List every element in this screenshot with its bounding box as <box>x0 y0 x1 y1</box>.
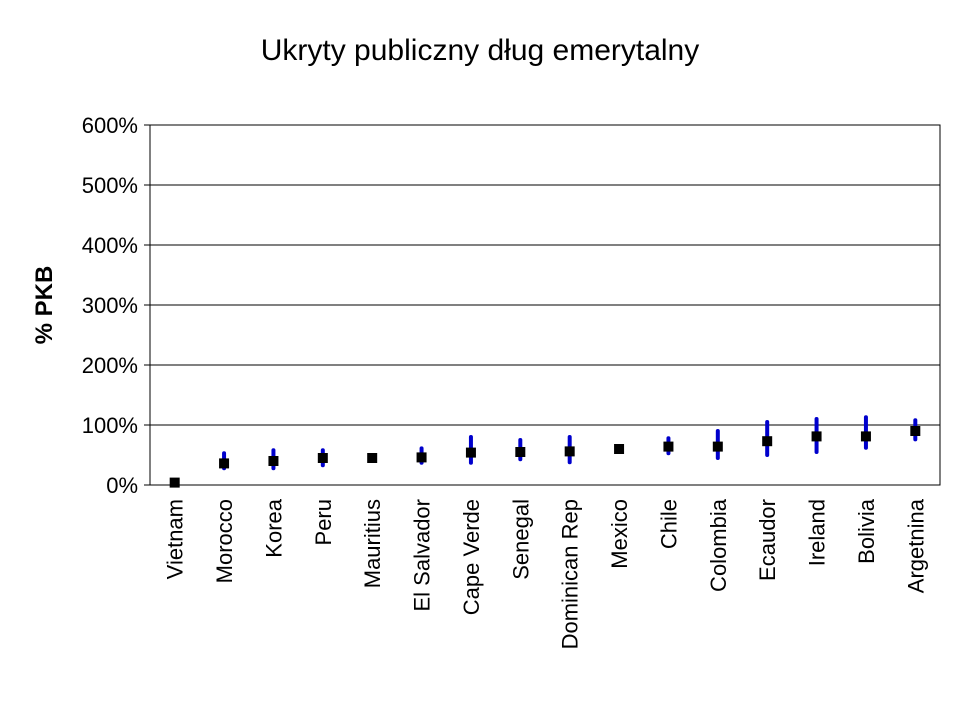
y-tick-label: 300% <box>82 293 138 318</box>
plot-area <box>149 124 941 486</box>
category-label: El Salvador <box>410 499 435 612</box>
y-tick-label: 0% <box>106 473 138 498</box>
category-label: Korea <box>261 498 286 557</box>
y-axis-label: % PKB <box>31 266 58 345</box>
y-tick-label: 400% <box>82 233 138 258</box>
y-tick-label: 100% <box>82 413 138 438</box>
point-marker <box>762 436 773 447</box>
point-marker <box>712 441 723 452</box>
point-marker <box>910 426 921 436</box>
point-marker <box>268 456 279 466</box>
grid-layer <box>144 124 940 486</box>
category-label: Morocco <box>212 499 237 583</box>
y-tick-labels: 0% 100% 200% 300% 400% 500% 600% <box>82 113 138 498</box>
point-markers <box>169 426 921 488</box>
category-label: Mexico <box>607 499 632 569</box>
category-label: Argetnina <box>903 498 928 593</box>
point-marker <box>416 452 427 463</box>
point-marker <box>219 458 230 469</box>
point-marker <box>811 431 822 442</box>
category-label: Bolivia <box>854 498 879 564</box>
point-marker <box>564 446 575 457</box>
y-tick-label: 500% <box>82 173 138 198</box>
point-marker <box>317 453 328 463</box>
y-tick-label: 600% <box>82 113 138 138</box>
category-label: Ecaudor <box>755 499 780 581</box>
category-label: Chile <box>656 499 681 549</box>
point-marker <box>169 477 180 488</box>
category-labels: Vietnam Morocco Korea Peru Mauritius El Salva… <box>163 498 929 649</box>
category-label: Ireland <box>805 499 830 566</box>
category-label: Peru <box>311 499 336 545</box>
point-marker <box>465 447 476 458</box>
point-marker <box>614 444 625 454</box>
point-marker <box>663 441 674 452</box>
point-marker <box>515 447 526 457</box>
category-label: Senegal <box>508 499 533 580</box>
category-label: Cape Verde <box>459 499 484 615</box>
category-label: Colombia <box>706 498 731 592</box>
chart-title: Ukryty publiczny dług emerytalny <box>261 34 700 67</box>
category-label: Dominican Rep <box>558 499 583 649</box>
category-label: Mauritius <box>360 499 385 588</box>
y-tick-label: 200% <box>82 353 138 378</box>
category-label: Vietnam <box>163 499 188 579</box>
point-marker <box>367 453 378 463</box>
point-marker <box>860 431 871 442</box>
